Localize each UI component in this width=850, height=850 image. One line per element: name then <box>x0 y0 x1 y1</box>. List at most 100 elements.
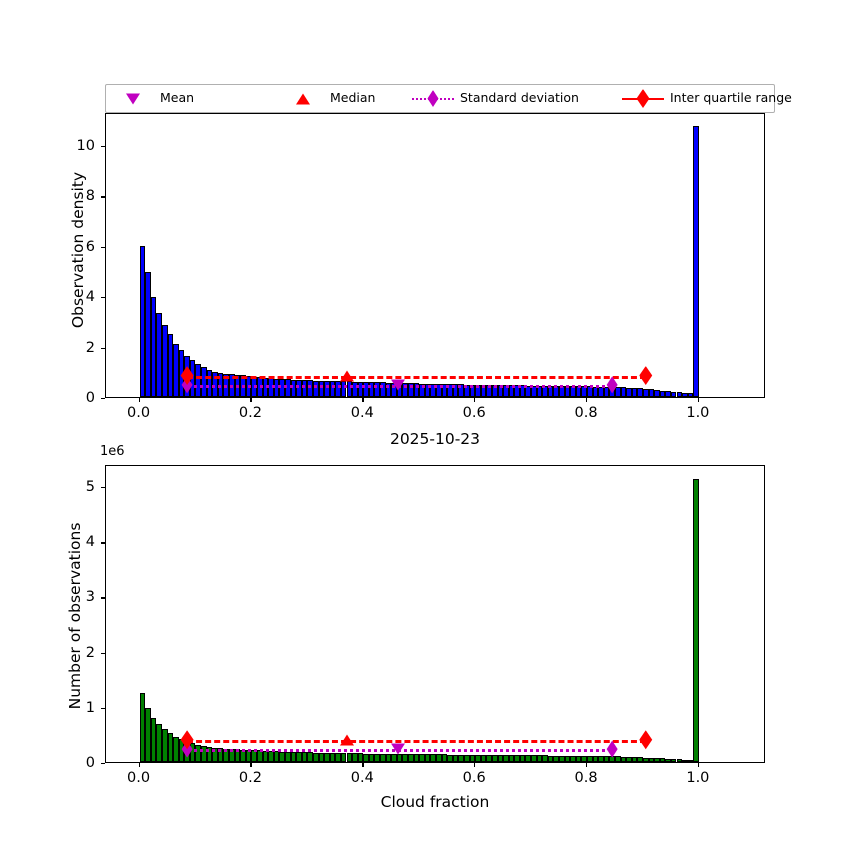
histogram-bar <box>296 752 302 762</box>
y-axis-tick <box>101 398 105 400</box>
histogram-bar <box>290 752 297 762</box>
histogram-bar <box>357 753 364 762</box>
y-axis-tick <box>101 487 105 489</box>
histogram-bar <box>363 753 369 762</box>
histogram-bar <box>368 753 375 762</box>
legend-entry-standard-deviation[interactable]: Standard deviation <box>412 85 579 112</box>
histogram-bar <box>206 369 213 397</box>
triangle-up-marker <box>282 90 324 108</box>
histogram-bar <box>693 478 699 762</box>
diamond-marker <box>622 89 664 108</box>
x-axis-tick-label: 0.4 <box>350 770 374 786</box>
histogram-bar <box>424 754 431 762</box>
histogram-bar <box>279 379 285 397</box>
triangle-up-icon <box>340 370 355 382</box>
histogram-bar <box>620 387 627 397</box>
histogram-bar <box>167 732 174 762</box>
histogram-bar <box>167 333 174 397</box>
x-axis-tick-label: 0.0 <box>127 405 151 421</box>
histogram-bar <box>368 382 375 397</box>
histogram-bar <box>441 754 448 762</box>
y-axis-tick <box>101 347 105 349</box>
y-axis-tick-label: 8 <box>85 188 95 205</box>
histogram-bar <box>659 758 666 762</box>
x-axis-tick <box>362 398 364 402</box>
histogram-bar <box>480 754 487 762</box>
histogram-bar <box>161 325 168 397</box>
triangle-up-icon <box>296 93 310 104</box>
histogram-bar <box>419 383 425 397</box>
histogram-bar <box>654 389 660 397</box>
histogram-bar <box>486 754 492 762</box>
histogram-bar <box>648 389 655 397</box>
histogram-bar <box>352 381 358 397</box>
histogram-bar <box>570 755 576 762</box>
histogram-bar <box>603 756 610 762</box>
legend-label: Mean <box>160 90 195 106</box>
diamond-icon <box>636 89 650 108</box>
histogram-bar <box>335 752 341 762</box>
y-axis-tick <box>101 652 105 654</box>
histogram-bar <box>547 755 554 762</box>
y-axis-tick-label: 4 <box>85 534 95 551</box>
y-axis-tick <box>101 707 105 710</box>
median-marker <box>340 370 355 382</box>
histogram-bar <box>195 364 202 397</box>
inter-quartile-range-marker-right <box>639 730 653 750</box>
histogram-bar <box>156 724 162 762</box>
histogram-bar <box>536 755 543 762</box>
inter-quartile-range-line <box>187 375 646 379</box>
histogram-bar <box>217 748 224 762</box>
y-axis-tick <box>101 145 105 148</box>
legend-label: Standard deviation <box>460 90 579 106</box>
legend-label: Inter quartile range <box>670 90 792 106</box>
x-axis-tick-label: 0.6 <box>462 770 486 786</box>
histogram-bar <box>670 759 677 762</box>
histogram-bar <box>587 755 593 762</box>
histogram-bar <box>212 371 218 397</box>
histogram-bar <box>626 387 632 397</box>
legend-entry-median[interactable]: Median <box>282 85 375 112</box>
histogram-bar <box>402 754 409 762</box>
triangle-down-icon <box>390 379 405 391</box>
x-axis-tick-label: 0.8 <box>574 405 598 421</box>
histogram-bar <box>497 755 504 762</box>
histogram-bar <box>665 391 671 397</box>
histogram-bar <box>514 755 520 762</box>
x-axis-tick <box>586 398 588 402</box>
histogram-bar <box>340 381 347 397</box>
histogram-bar <box>380 382 386 397</box>
number-of-observations-axes <box>105 465 765 763</box>
y-axis-tick <box>101 246 105 248</box>
histogram-bar <box>553 755 560 762</box>
legend-entry-inter-quartile-range[interactable]: Inter quartile range <box>622 85 792 112</box>
y-axis-tick <box>101 597 105 599</box>
y-axis-tick-label: 0 <box>85 755 95 771</box>
histogram-bar <box>273 378 280 397</box>
inter-quartile-range-line <box>187 739 646 743</box>
y-axis-tick <box>101 196 105 198</box>
triangle-up-icon <box>340 734 355 746</box>
histogram-bar <box>173 344 179 397</box>
histogram-bar <box>648 757 655 762</box>
histogram-bar <box>592 755 599 762</box>
x-axis-tick <box>250 398 252 402</box>
histogram-bar <box>318 752 325 762</box>
diamond-marker <box>412 90 454 108</box>
histogram-bar <box>525 755 532 762</box>
histogram-bar <box>408 754 414 762</box>
histogram-bar <box>139 693 146 762</box>
x-axis-tick <box>138 398 140 402</box>
histogram-bar <box>413 754 420 762</box>
standard-deviation-marker-right <box>606 376 618 394</box>
triangle-down-marker <box>112 90 154 108</box>
histogram-bar <box>335 381 341 397</box>
histogram-bar <box>637 388 643 397</box>
legend-entry-mean[interactable]: Mean <box>112 85 194 112</box>
observation-density-y-axis-label: Observation density <box>69 171 87 329</box>
legend-label: Median <box>330 90 376 106</box>
histogram-bar <box>150 297 157 397</box>
histogram-bar <box>324 752 330 762</box>
x-axis-tick-label: 0.0 <box>127 770 151 786</box>
